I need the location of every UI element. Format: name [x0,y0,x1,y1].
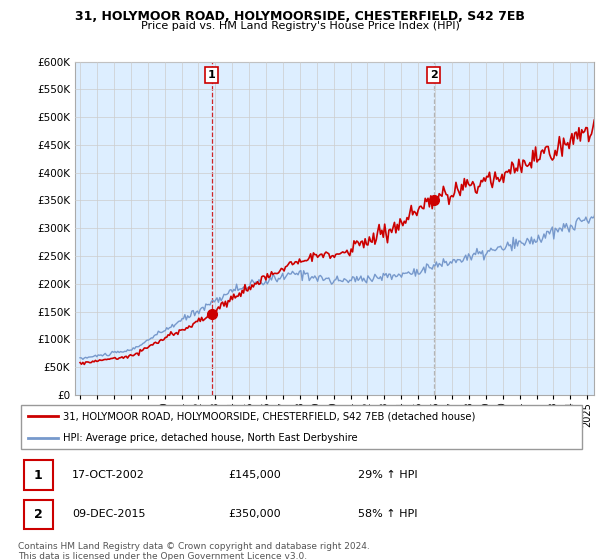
Text: 31, HOLYMOOR ROAD, HOLYMOORSIDE, CHESTERFIELD, S42 7EB: 31, HOLYMOOR ROAD, HOLYMOORSIDE, CHESTER… [75,10,525,23]
Text: HPI: Average price, detached house, North East Derbyshire: HPI: Average price, detached house, Nort… [64,433,358,443]
FancyBboxPatch shape [21,405,582,449]
Text: 58% ↑ HPI: 58% ↑ HPI [358,510,418,520]
Text: Price paid vs. HM Land Registry's House Price Index (HPI): Price paid vs. HM Land Registry's House … [140,21,460,31]
Text: 1: 1 [208,70,215,80]
Text: 09-DEC-2015: 09-DEC-2015 [72,510,145,520]
Text: 17-OCT-2002: 17-OCT-2002 [72,470,145,480]
Text: £145,000: £145,000 [228,470,281,480]
Text: 31, HOLYMOOR ROAD, HOLYMOORSIDE, CHESTERFIELD, S42 7EB (detached house): 31, HOLYMOOR ROAD, HOLYMOORSIDE, CHESTER… [64,411,476,421]
Text: 2: 2 [34,508,43,521]
Text: 1: 1 [34,469,43,482]
FancyBboxPatch shape [23,500,53,529]
Text: 2: 2 [430,70,437,80]
Text: Contains HM Land Registry data © Crown copyright and database right 2024.
This d: Contains HM Land Registry data © Crown c… [18,542,370,560]
Text: 29% ↑ HPI: 29% ↑ HPI [358,470,418,480]
Text: £350,000: £350,000 [228,510,280,520]
FancyBboxPatch shape [23,460,53,490]
